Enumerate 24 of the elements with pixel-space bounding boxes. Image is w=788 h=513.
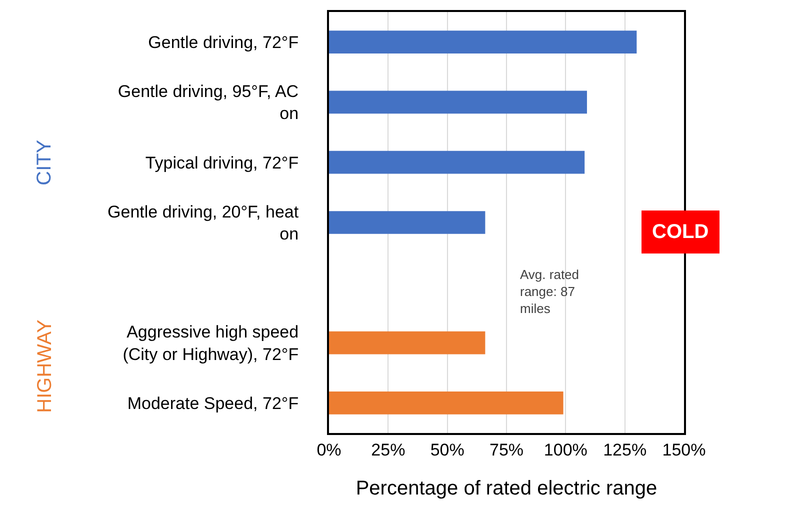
x-tick-label: 150% <box>662 440 706 460</box>
annotation: COLD <box>652 221 709 243</box>
bar <box>329 392 564 414</box>
bar <box>329 150 585 174</box>
x-axis-title: Percentage of rated electric range <box>356 477 658 500</box>
bar <box>329 211 486 234</box>
y-tick-label: Gentle driving, 72°F <box>148 33 299 52</box>
annotation: Avg. rated range: 87 miles <box>520 267 580 316</box>
x-tick-label: 125% <box>603 440 647 460</box>
x-tick-label: 25% <box>371 440 406 460</box>
x-tick-label: 50% <box>430 440 464 460</box>
y-tick-label: Gentle driving, 20°F, heat on <box>108 202 299 244</box>
text: CITY <box>34 140 56 186</box>
y-tick-label: Aggressive high speed (City or Highway), 72°F <box>122 322 299 364</box>
text: HIGHWAY <box>34 319 56 413</box>
y-tick-label: Gentle driving, 95°F, AC on <box>118 82 299 124</box>
bar <box>329 30 637 54</box>
bar <box>329 331 486 354</box>
x-tick-label: 0% <box>316 440 342 460</box>
y-tick-label: Moderate Speed, 72°F <box>127 394 299 413</box>
x-tick-label: 100% <box>544 440 588 460</box>
bar <box>329 90 587 114</box>
y-tick-label: Typical driving, 72°F <box>145 153 299 172</box>
x-tick-label: 75% <box>489 440 524 460</box>
